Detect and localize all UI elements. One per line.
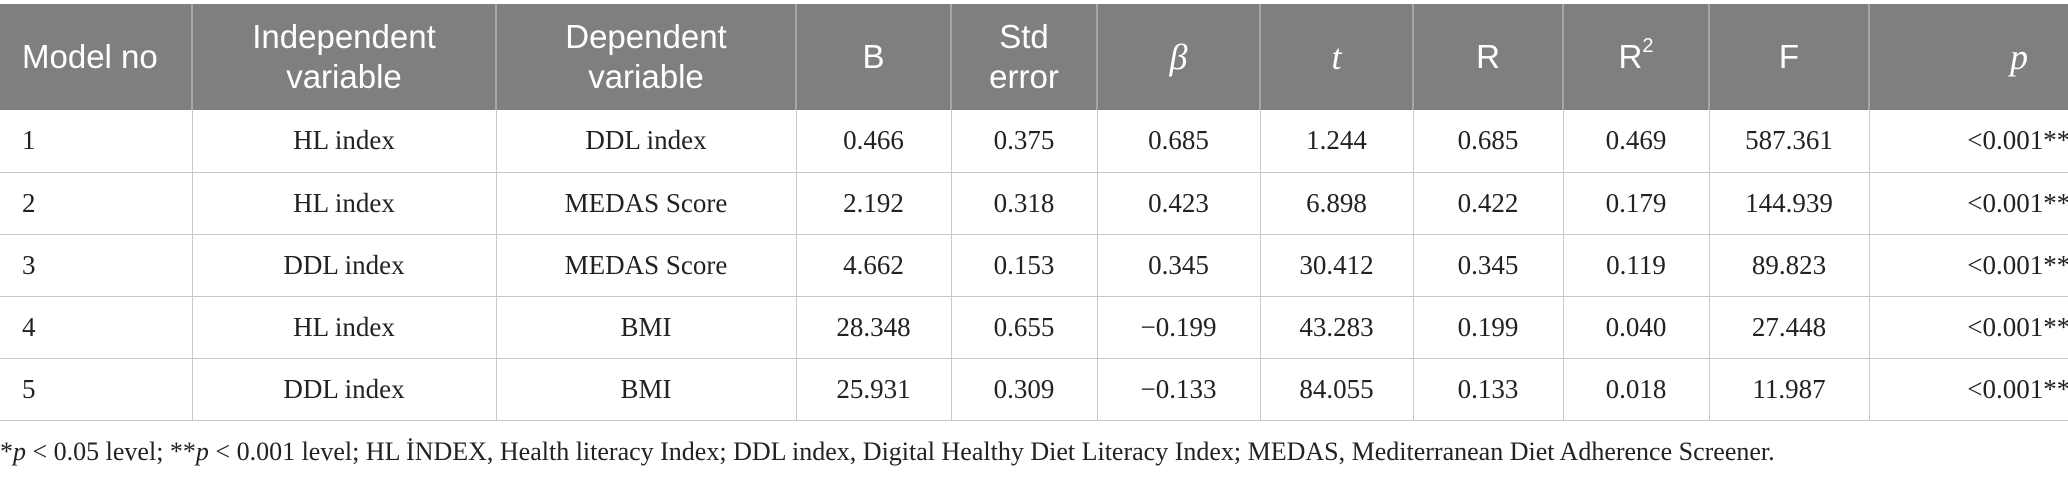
cell-p: <0.001**: [1869, 172, 2068, 235]
header-model-no: Model no: [0, 4, 193, 110]
cell-p: <0.001**: [1869, 296, 2068, 359]
cell-independent-variable: HL index: [192, 110, 497, 173]
cell-f: 11.987: [1709, 358, 1870, 421]
cell-model-no: 2: [0, 172, 193, 235]
header-r-squared: R2: [1563, 4, 1710, 110]
table-row: 2 HL index MEDAS Score 2.192 0.318 0.423 6.898…: [0, 172, 2068, 235]
footnote-p-italic: p: [13, 437, 26, 466]
cell-beta: −0.199: [1097, 296, 1261, 359]
header-p: p: [1869, 4, 2068, 110]
footnote-text-1: < 0.05 level; **: [26, 437, 196, 466]
cell-dependent-variable: BMI: [496, 358, 797, 421]
cell-r-squared: 0.040: [1563, 296, 1710, 359]
cell-b: 2.192: [796, 172, 952, 235]
cell-b: 28.348: [796, 296, 952, 359]
table-row: 5 DDL index BMI 25.931 0.309 −0.133 84.055 0.13…: [0, 358, 2068, 421]
footnote-star: *: [0, 437, 13, 466]
header-independent-variable: Independent variable: [192, 4, 497, 110]
table-row: 4 HL index BMI 28.348 0.655 −0.199 43.283 0.199…: [0, 296, 2068, 359]
cell-f: 587.361: [1709, 110, 1870, 173]
cell-model-no: 1: [0, 110, 193, 173]
cell-t: 84.055: [1260, 358, 1414, 421]
cell-independent-variable: DDL index: [192, 358, 497, 421]
cell-independent-variable: DDL index: [192, 234, 497, 297]
cell-r-squared: 0.179: [1563, 172, 1710, 235]
cell-r-squared: 0.469: [1563, 110, 1710, 173]
cell-std-error: 0.153: [951, 234, 1098, 297]
cell-p: <0.001**: [1869, 234, 2068, 297]
cell-model-no: 3: [0, 234, 193, 297]
table-footnote: *p < 0.05 level; **p < 0.001 level; HL İ…: [0, 437, 1775, 467]
cell-dependent-variable: MEDAS Score: [496, 172, 797, 235]
cell-b: 0.466: [796, 110, 952, 173]
cell-r: 0.685: [1413, 110, 1564, 173]
cell-std-error: 0.318: [951, 172, 1098, 235]
cell-model-no: 5: [0, 358, 193, 421]
footnote-p-italic-2: p: [195, 437, 209, 466]
header-r-squared-superscript: 2: [1642, 35, 1654, 57]
table-row: 3 DDL index MEDAS Score 4.662 0.153 0.345 30.4…: [0, 234, 2068, 297]
cell-std-error: 0.655: [951, 296, 1098, 359]
cell-p: <0.001**: [1869, 110, 2068, 173]
cell-r: 0.345: [1413, 234, 1564, 297]
cell-b: 25.931: [796, 358, 952, 421]
header-row: Model no Independent variable Dependent …: [0, 4, 2068, 110]
cell-t: 43.283: [1260, 296, 1414, 359]
regression-table: Model no Independent variable Dependent …: [0, 4, 2068, 421]
cell-beta: 0.345: [1097, 234, 1261, 297]
cell-model-no: 4: [0, 296, 193, 359]
header-dependent-variable: Dependent variable: [496, 4, 797, 110]
header-f: F: [1709, 4, 1870, 110]
header-b: B: [796, 4, 952, 110]
header-std-error: Std error: [951, 4, 1098, 110]
cell-p: <0.001**: [1869, 358, 2068, 421]
cell-std-error: 0.375: [951, 110, 1098, 173]
table-row: 1 HL index DDL index 0.466 0.375 0.685 1.244 0.…: [0, 110, 2068, 173]
cell-independent-variable: HL index: [192, 172, 497, 235]
cell-independent-variable: HL index: [192, 296, 497, 359]
header-beta: β: [1097, 4, 1261, 110]
cell-r-squared: 0.018: [1563, 358, 1710, 421]
cell-f: 144.939: [1709, 172, 1870, 235]
cell-dependent-variable: DDL index: [496, 110, 797, 173]
cell-std-error: 0.309: [951, 358, 1098, 421]
cell-t: 1.244: [1260, 110, 1414, 173]
cell-r: 0.199: [1413, 296, 1564, 359]
cell-beta: 0.423: [1097, 172, 1261, 235]
footnote-text-2: < 0.001 level; HL İNDEX, Health literacy…: [208, 437, 1775, 466]
cell-b: 4.662: [796, 234, 952, 297]
cell-beta: 0.685: [1097, 110, 1261, 173]
header-r-squared-base: R: [1618, 38, 1643, 75]
header-t: t: [1260, 4, 1414, 110]
table-body: 1 HL index DDL index 0.466 0.375 0.685 1.244 0.…: [0, 110, 2068, 421]
cell-f: 89.823: [1709, 234, 1870, 297]
cell-beta: −0.133: [1097, 358, 1261, 421]
cell-dependent-variable: MEDAS Score: [496, 234, 797, 297]
cell-t: 30.412: [1260, 234, 1414, 297]
cell-dependent-variable: BMI: [496, 296, 797, 359]
cell-r-squared: 0.119: [1563, 234, 1710, 297]
header-r: R: [1413, 4, 1564, 110]
cell-f: 27.448: [1709, 296, 1870, 359]
cell-r: 0.133: [1413, 358, 1564, 421]
cell-t: 6.898: [1260, 172, 1414, 235]
cell-r: 0.422: [1413, 172, 1564, 235]
